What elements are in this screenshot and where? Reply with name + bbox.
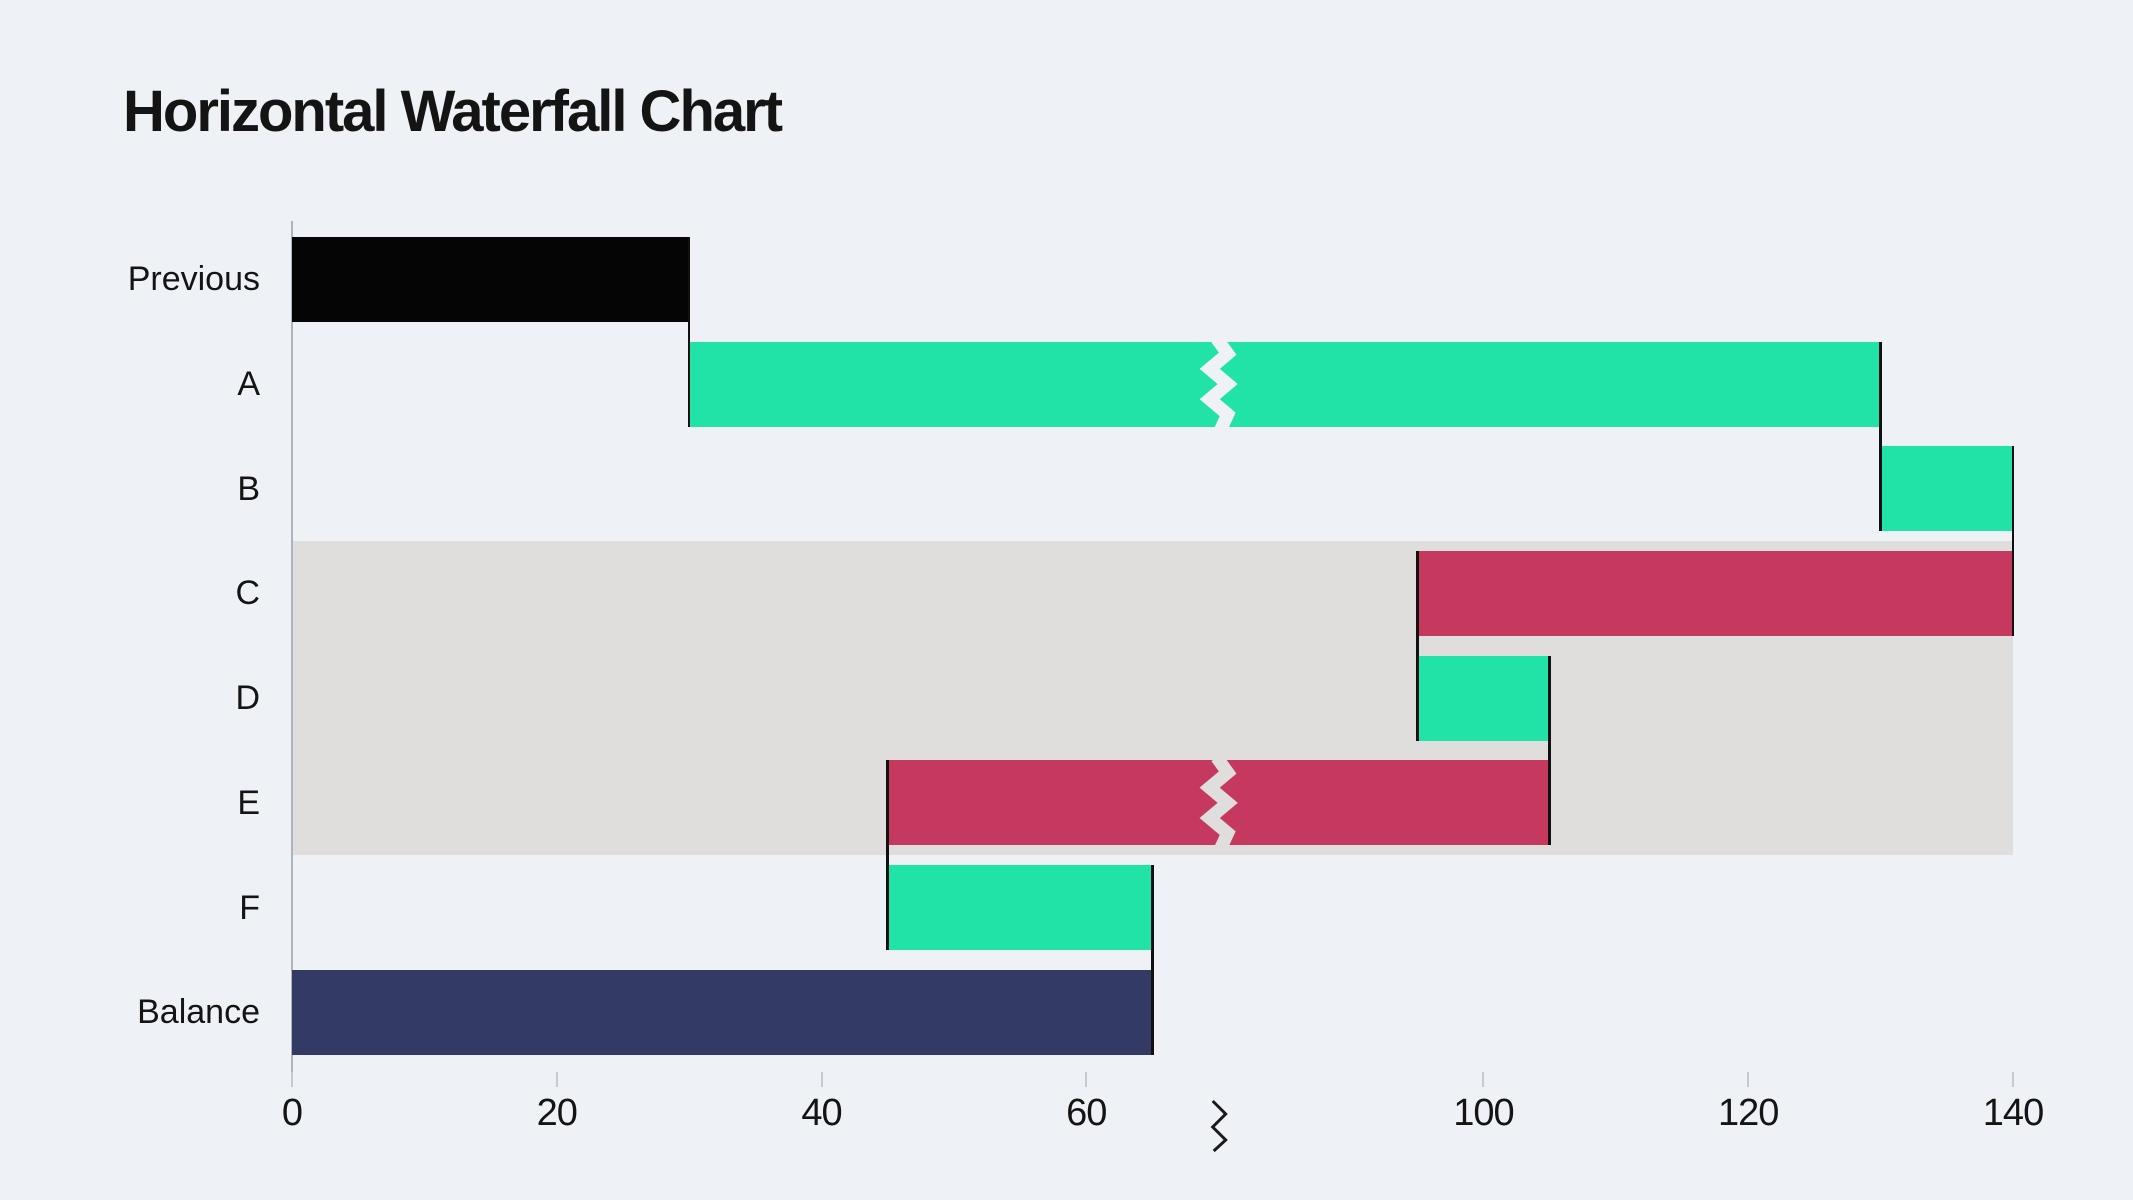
bar-a (689, 341, 1881, 427)
x-tick (555, 1072, 558, 1087)
connector-line (1416, 550, 1419, 741)
bar-f (887, 865, 1153, 951)
category-label-previous: Previous (127, 260, 260, 299)
x-tick (291, 1072, 293, 1087)
category-label-f: F (239, 888, 260, 927)
category-label-e: E (237, 783, 260, 822)
connector-line (2011, 446, 2015, 636)
bar-balance (292, 969, 1153, 1055)
category-label-a: A (237, 365, 260, 404)
x-tick (2012, 1072, 2014, 1087)
connector-line (1879, 341, 1882, 532)
x-tick (1085, 1072, 1088, 1087)
bar-c (1417, 550, 2013, 636)
x-tick-label: 100 (1453, 1092, 1514, 1134)
connector-line (687, 236, 691, 427)
bar-b (1880, 446, 2013, 532)
x-tick-label: 120 (1718, 1092, 1779, 1134)
y-axis-line (291, 221, 293, 1072)
category-label-balance: Balance (137, 993, 260, 1032)
x-tick-label: 20 (536, 1092, 578, 1134)
x-tick (1482, 1072, 1485, 1087)
axis-break-zigzag-icon (1210, 1099, 1228, 1153)
category-label-d: D (235, 679, 260, 718)
connector-line (1151, 865, 1154, 1055)
category-label-b: B (237, 469, 260, 508)
x-tick (1747, 1072, 1750, 1087)
x-tick-label: 40 (801, 1092, 842, 1134)
x-tick-label: 0 (281, 1092, 303, 1134)
x-tick-label: 60 (1066, 1092, 1107, 1134)
bar-previous (292, 236, 690, 322)
category-label-c: C (235, 574, 260, 613)
x-tick (820, 1072, 823, 1087)
bar-e (887, 760, 1550, 846)
chart-title: Horizontal Waterfall Chart (123, 79, 783, 144)
connector-line (1548, 655, 1551, 846)
connector-line (886, 760, 889, 951)
bar-d (1417, 655, 1550, 741)
x-tick-label: 140 (1982, 1092, 2044, 1134)
